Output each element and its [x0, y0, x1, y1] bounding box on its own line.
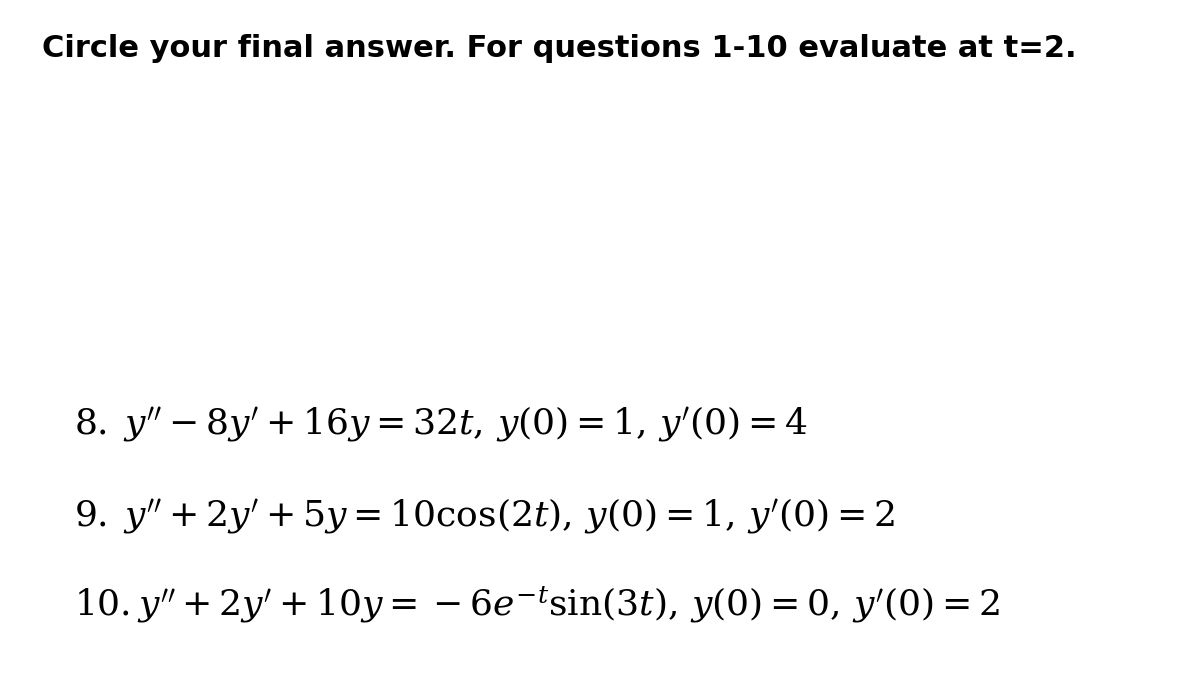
Text: Circle your final answer. For questions 1-10 evaluate at t=2.: Circle your final answer. For questions … — [42, 34, 1076, 63]
Text: $10.y'' + 2y' + 10y = -6e^{-t}\sin(3t),\, y(0) = 0,\, y'(0) = 2$: $10.y'' + 2y' + 10y = -6e^{-t}\sin(3t),\… — [74, 584, 1001, 625]
Text: $9.\;y'' + 2y' + 5y = 10\cos(2t),\, y(0) = 1,\, y'(0) = 2$: $9.\;y'' + 2y' + 5y = 10\cos(2t),\, y(0)… — [74, 496, 895, 535]
Text: $8.\;y'' - 8y' + 16y = 32t,\, y(0) = 1,\, y'(0) = 4$: $8.\;y'' - 8y' + 16y = 32t,\, y(0) = 1,\… — [74, 404, 808, 443]
